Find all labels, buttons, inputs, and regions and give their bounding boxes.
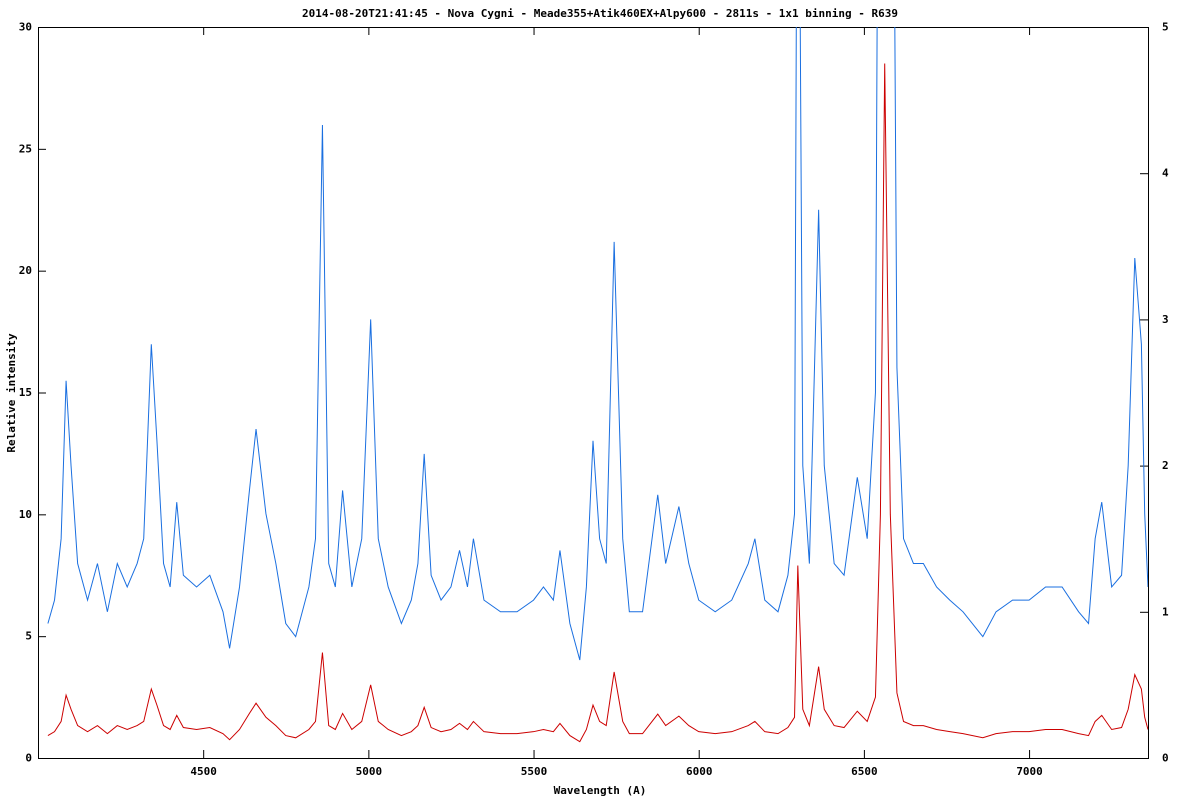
y2-tick-label: 1 (1162, 605, 1169, 618)
y-tick-label: 5 (25, 630, 32, 643)
x-tick-label: 5500 (521, 765, 548, 778)
y-tick-label: 15 (19, 386, 32, 399)
y-tick-label: 10 (19, 508, 32, 521)
plot-frame (38, 27, 1149, 759)
x-tick-label: 5000 (356, 765, 383, 778)
y-axis-label: Relative intensity (5, 333, 18, 453)
y-tick-label: 20 (19, 264, 32, 277)
y-tick-label: 0 (25, 752, 32, 765)
chart-title: 2014-08-20T21:41:45 - Nova Cygni - Meade… (302, 7, 898, 20)
x-tick-label: 7000 (1016, 765, 1043, 778)
y2-tick-label: 0 (1162, 752, 1169, 765)
spectrum-line (47, 27, 1148, 661)
y2-tick-label: 4 (1162, 167, 1169, 180)
y2-tick-label: 3 (1162, 313, 1169, 326)
y-tick-label: 30 (19, 21, 32, 34)
x-tick-label: 4500 (190, 765, 217, 778)
y2-tick-label: 2 (1162, 459, 1169, 472)
spectrum-line (47, 63, 1148, 743)
x-axis-label: Wavelength (A) (554, 784, 647, 797)
y-tick-label: 25 (19, 142, 32, 155)
x-tick-label: 6000 (686, 765, 713, 778)
y2-tick-label: 5 (1162, 21, 1169, 34)
x-tick-label: 6500 (851, 765, 878, 778)
